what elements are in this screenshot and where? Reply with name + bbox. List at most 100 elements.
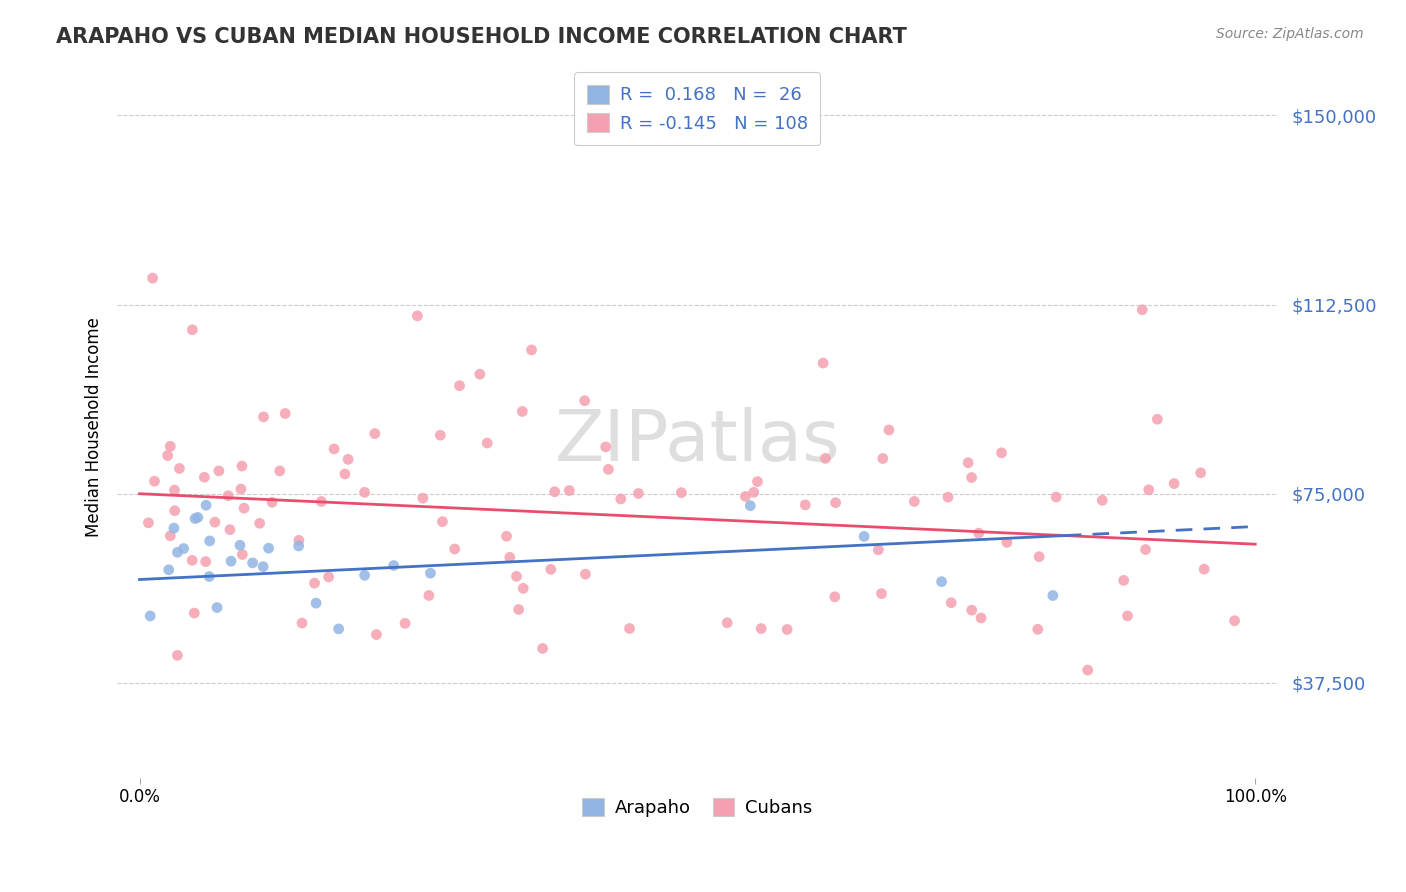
Point xyxy=(1112,574,1135,588)
Point xyxy=(734,490,756,504)
Point xyxy=(853,529,876,543)
Point xyxy=(449,378,471,392)
Point xyxy=(166,545,188,559)
Point xyxy=(173,541,195,556)
Point xyxy=(139,609,162,624)
Point xyxy=(1042,589,1064,603)
Point xyxy=(877,423,900,437)
Point xyxy=(931,574,953,589)
Point xyxy=(184,511,207,525)
Point xyxy=(512,404,534,418)
Point xyxy=(412,491,434,505)
Point xyxy=(540,562,562,576)
Point xyxy=(328,622,350,636)
Point xyxy=(936,490,959,504)
Point xyxy=(824,496,846,510)
Point xyxy=(418,589,440,603)
Point xyxy=(159,529,181,543)
Point xyxy=(499,550,522,565)
Point xyxy=(183,606,205,620)
Point xyxy=(229,538,252,552)
Text: ZIPatlas: ZIPatlas xyxy=(554,407,841,476)
Point xyxy=(1192,562,1215,576)
Point xyxy=(512,582,534,596)
Point xyxy=(353,568,375,582)
Point xyxy=(995,535,1018,549)
Point xyxy=(231,548,253,562)
Point xyxy=(1116,608,1139,623)
Point xyxy=(505,569,527,583)
Point xyxy=(159,439,181,453)
Point xyxy=(1091,493,1114,508)
Point xyxy=(941,596,963,610)
Point xyxy=(205,600,228,615)
Point xyxy=(198,569,221,583)
Point xyxy=(1077,663,1099,677)
Point xyxy=(868,542,890,557)
Point xyxy=(242,556,264,570)
Point xyxy=(138,516,160,530)
Point xyxy=(156,449,179,463)
Point xyxy=(574,393,596,408)
Point xyxy=(595,440,617,454)
Point xyxy=(198,533,221,548)
Point xyxy=(477,436,499,450)
Point xyxy=(257,541,280,556)
Point xyxy=(181,323,204,337)
Point xyxy=(194,555,217,569)
Point xyxy=(163,504,186,518)
Point xyxy=(1130,302,1153,317)
Point xyxy=(217,489,239,503)
Point xyxy=(824,590,846,604)
Legend: Arapaho, Cubans: Arapaho, Cubans xyxy=(575,790,820,824)
Point xyxy=(811,356,834,370)
Point xyxy=(304,576,326,591)
Point xyxy=(495,529,517,543)
Point xyxy=(520,343,543,357)
Point xyxy=(208,464,231,478)
Point xyxy=(558,483,581,498)
Point xyxy=(187,510,209,524)
Point xyxy=(468,368,491,382)
Point xyxy=(233,501,256,516)
Point xyxy=(814,451,837,466)
Point xyxy=(1189,466,1212,480)
Point xyxy=(531,641,554,656)
Point xyxy=(627,486,650,500)
Point xyxy=(406,309,429,323)
Point xyxy=(1163,476,1185,491)
Point xyxy=(960,603,983,617)
Point xyxy=(219,523,242,537)
Point xyxy=(318,570,340,584)
Point xyxy=(291,615,314,630)
Point xyxy=(776,623,799,637)
Point xyxy=(366,627,388,641)
Point xyxy=(193,470,215,484)
Point xyxy=(432,515,454,529)
Point xyxy=(394,616,416,631)
Point xyxy=(252,559,274,574)
Point xyxy=(870,586,893,600)
Point xyxy=(970,611,993,625)
Point xyxy=(960,470,983,484)
Point xyxy=(419,566,441,581)
Point xyxy=(274,407,297,421)
Point xyxy=(143,474,166,488)
Point xyxy=(1045,490,1067,504)
Point xyxy=(1146,412,1168,426)
Point xyxy=(742,485,765,500)
Point xyxy=(305,596,328,610)
Point xyxy=(353,485,375,500)
Text: ARAPAHO VS CUBAN MEDIAN HOUSEHOLD INCOME CORRELATION CHART: ARAPAHO VS CUBAN MEDIAN HOUSEHOLD INCOME… xyxy=(56,27,907,46)
Point xyxy=(794,498,817,512)
Point xyxy=(249,516,271,531)
Point xyxy=(287,539,309,553)
Point xyxy=(740,499,762,513)
Point xyxy=(323,442,346,456)
Point xyxy=(1026,622,1049,636)
Point xyxy=(671,485,693,500)
Point xyxy=(429,428,451,442)
Point xyxy=(269,464,291,478)
Point xyxy=(262,495,284,509)
Point xyxy=(333,467,356,481)
